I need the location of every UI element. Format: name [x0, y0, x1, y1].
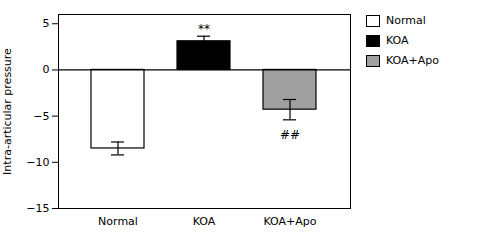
- svg-text:0: 0: [43, 63, 50, 76]
- svg-text:−5: −5: [33, 110, 49, 123]
- svg-text:KOA: KOA: [193, 215, 216, 228]
- svg-text:Intra-articular pressure: Intra-articular pressure: [1, 48, 14, 175]
- svg-text:−10: −10: [26, 156, 49, 169]
- html-text:KOA+Apo: KOA+Apo: [386, 54, 440, 67]
- html-text:Normal: Normal: [386, 14, 426, 27]
- svg-text:5: 5: [43, 17, 50, 30]
- html-text:KOA: KOA: [386, 34, 409, 47]
- svg-text:−15: −15: [26, 202, 49, 215]
- svg-text:Normal: Normal: [98, 215, 138, 228]
- svg-text:KOA+Apo: KOA+Apo: [263, 215, 316, 228]
- svg-text:**: **: [198, 22, 210, 36]
- svg-text:##: ##: [280, 128, 300, 142]
